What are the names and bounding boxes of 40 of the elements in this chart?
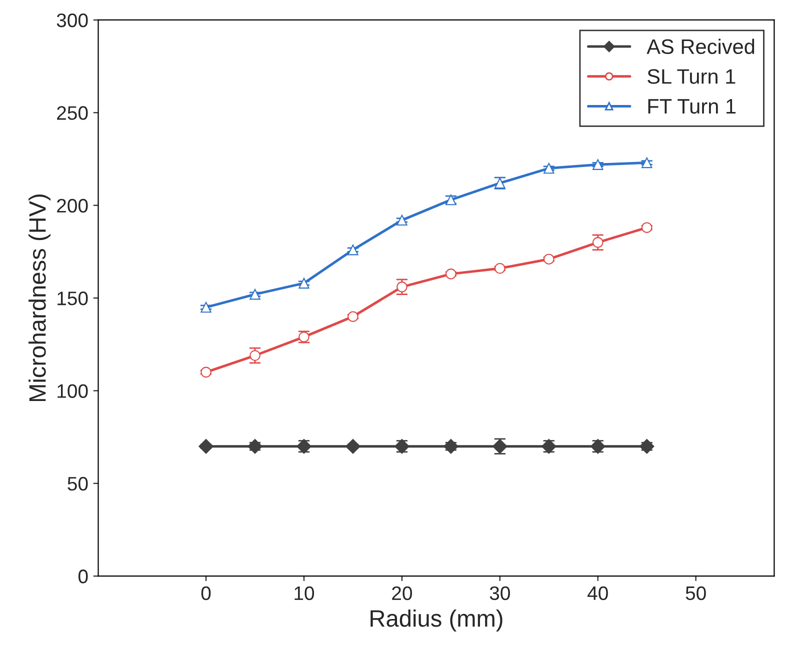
point [198, 438, 214, 454]
x-tick-label: 40 [588, 586, 608, 600]
x-axis-title: Radius (mm) [370, 609, 502, 632]
legend-label: AS Recived [646, 38, 754, 54]
y-tick-label: 200 [57, 198, 88, 213]
point [641, 157, 652, 168]
point [544, 254, 554, 264]
point [348, 311, 358, 322]
x-tick-label: 0 [201, 586, 211, 600]
x-tick-label: 50 [686, 586, 706, 600]
legend-label: FT Turn 1 [648, 99, 736, 114]
x-tick-label: 30 [490, 586, 510, 600]
point [494, 262, 506, 274]
point [641, 222, 652, 233]
point [544, 162, 554, 174]
point [446, 268, 456, 280]
point [396, 282, 408, 292]
y-tick-label: 0 [78, 570, 88, 584]
y-tick-label: 300 [56, 13, 88, 28]
point [592, 237, 604, 248]
point [592, 159, 604, 170]
x-tick-label: 10 [294, 586, 314, 600]
point [298, 278, 310, 289]
point [250, 350, 260, 361]
point [200, 302, 212, 313]
y-tick-label: 150 [58, 292, 88, 306]
point [250, 288, 260, 300]
x-tick-label: 20 [392, 586, 412, 600]
y-axis-title: Microhardness (HV) [28, 194, 51, 402]
point [248, 438, 262, 454]
y-tick-label: 50 [68, 476, 88, 491]
point [346, 438, 360, 454]
point [396, 214, 408, 226]
point [639, 438, 654, 454]
y-tick-label: 100 [58, 384, 88, 398]
y-tick-label: 250 [57, 106, 88, 120]
point [444, 438, 458, 454]
point [348, 244, 358, 256]
point [200, 366, 212, 378]
legend-label: SL Turn 1 [648, 69, 736, 84]
